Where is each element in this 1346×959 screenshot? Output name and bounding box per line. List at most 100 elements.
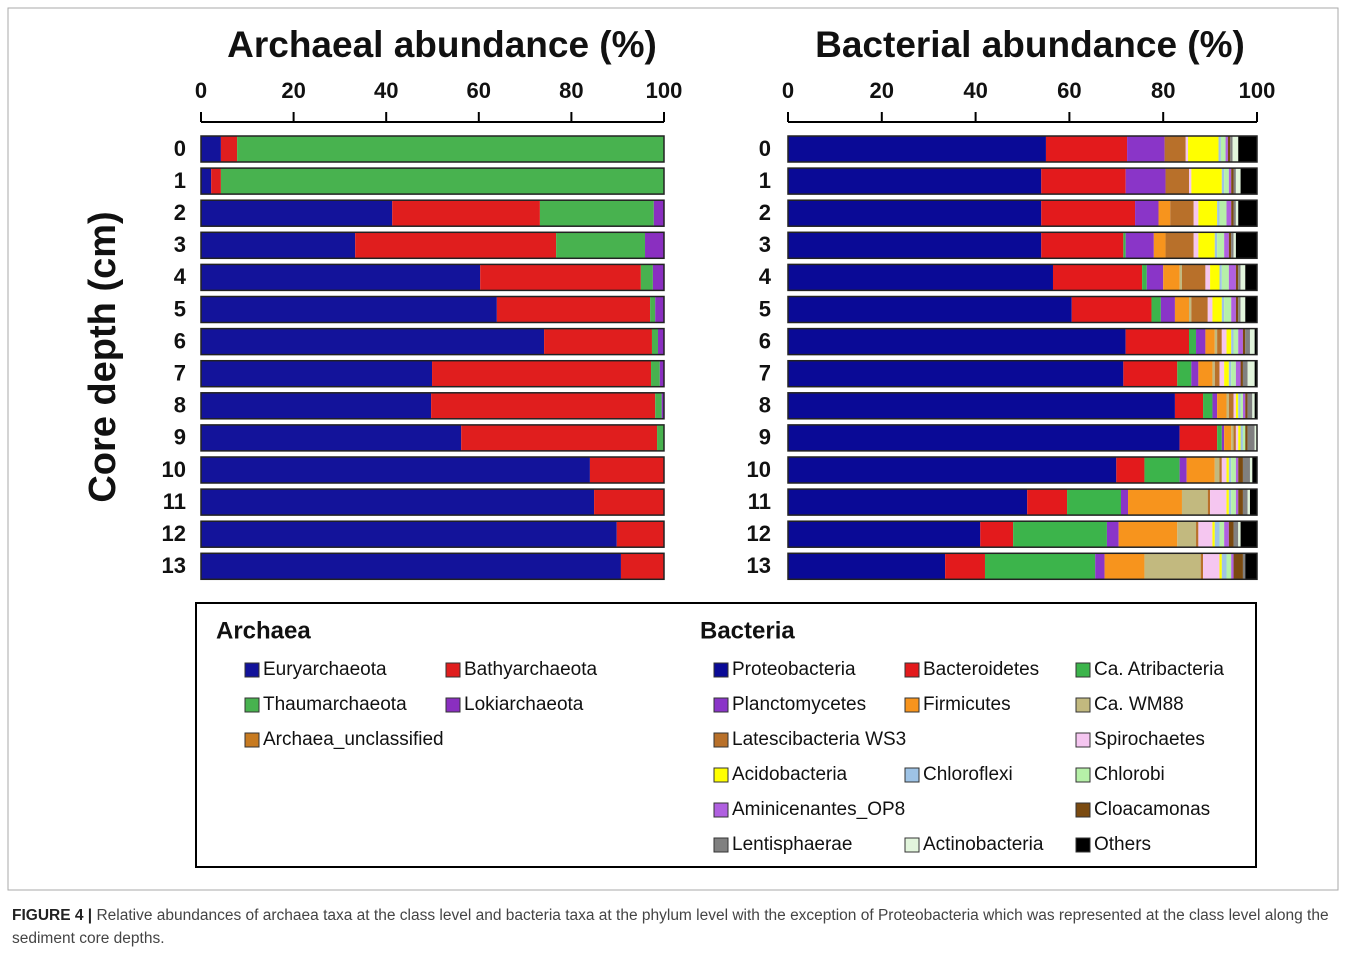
bar-segment [788,521,981,548]
bar-segment [201,489,595,516]
bar-segment [1228,392,1234,419]
bar-segment [1151,296,1161,323]
bar-segment [657,424,664,451]
bar-segment [1231,296,1236,323]
legend-swatch [1075,767,1091,783]
bar-segment [788,424,1180,451]
bar-segment [1225,136,1228,162]
legend-swatch [713,837,729,853]
bar-segment [1217,232,1225,259]
bar-segment [1242,553,1246,580]
bar-segment [1221,264,1229,291]
bar-segment [1179,457,1187,483]
bar-segment [788,264,1053,291]
bar-segment [1067,489,1121,516]
bar-outline [787,135,1258,163]
bar-segment [788,296,1072,323]
bar-segment [1231,168,1234,195]
bar-segment [788,328,1126,355]
bar-segment [650,296,656,323]
bar-segment [1191,296,1208,323]
bar-segment [1214,360,1220,387]
bar-segment [1164,136,1186,162]
bar-segment [589,457,664,483]
bar-segment [201,360,433,387]
bar-segment [1235,457,1239,483]
bar-segment [1219,521,1225,548]
bar-segment [1231,232,1234,259]
bar-segment [211,168,221,195]
bar-segment [1228,489,1232,516]
bar-segment [1254,424,1257,451]
bar-segment [1233,424,1236,451]
bar-segment [1193,232,1199,259]
bar-segment [1158,200,1171,227]
bar-segment [201,457,590,483]
legend-label: Lokiarchaeota [464,694,584,715]
bar-segment [1226,457,1229,483]
bar-segment [1238,392,1241,419]
bar-segment [655,392,662,419]
y-tick-label: 6 [174,328,186,353]
bar-segment [1252,392,1255,419]
legend-label: Lentisphaerae [732,834,852,855]
legend-title: Bacteria [700,617,795,644]
bar-segment [1214,457,1220,483]
bar-segment [1219,360,1225,387]
y-tick-label: 2 [759,200,771,225]
bar-segment [1095,553,1105,580]
bar-segment [1238,296,1241,323]
bar-outline [787,488,1258,516]
legend-swatch [904,662,920,678]
bar-outline [787,424,1258,452]
y-tick-label: 1 [759,168,771,193]
legend-label: Ca. WM88 [1094,694,1184,715]
bar-segment [1203,553,1220,580]
bar-segment [1207,296,1213,323]
bar-segment [1233,392,1236,419]
y-tick-label: 12 [162,521,186,546]
bar-segment [1245,424,1248,451]
bar-segment [984,553,1096,580]
bar-segment [1230,136,1233,162]
y-tick-label: 1 [174,168,186,193]
bar-segment [1052,264,1143,291]
bar-segment [1120,489,1129,516]
legend-title: Archaea [216,617,311,644]
bar-segment [1125,232,1154,259]
bar-segment [1217,424,1222,451]
bar-segment [1179,424,1218,451]
bar-segment [1188,136,1219,162]
bar-segment [1146,264,1164,291]
legend-label: Others [1094,834,1151,855]
legend-label: Firmicutes [923,694,1011,715]
figure: Core depth (cm) Archaeal abundance (%) 0 2… [7,7,1339,891]
bar-segment [1198,200,1218,227]
bar-segment [1198,360,1213,387]
bar-segment [1242,424,1246,451]
bar-segment [1219,264,1222,291]
y-tick-label: 13 [747,553,771,578]
bar-segment [1231,457,1236,483]
bar-segment [661,392,664,419]
bar-segment [1242,328,1246,355]
bar-segment [1200,553,1204,580]
y-tick-label: 9 [174,425,186,450]
bar-segment [201,136,221,162]
bar-segment [788,168,1042,195]
bar-segment [1249,457,1253,483]
bar-segment [1235,489,1239,516]
legend-swatch [904,767,920,783]
bar-outline [787,520,1258,548]
bar-segment [1249,489,1257,516]
legend-label: Euryarchaeota [263,659,387,680]
bar-segment [1226,392,1229,419]
bar-segment [1238,457,1243,483]
bar-segment [201,553,621,580]
bar-segment [201,392,432,419]
bar-segment [1210,264,1220,291]
bar-segment [1221,553,1227,580]
bar-segment [1233,553,1243,580]
caption-label: FIGURE 4 | [12,907,93,924]
bar-segment [1235,200,1239,227]
